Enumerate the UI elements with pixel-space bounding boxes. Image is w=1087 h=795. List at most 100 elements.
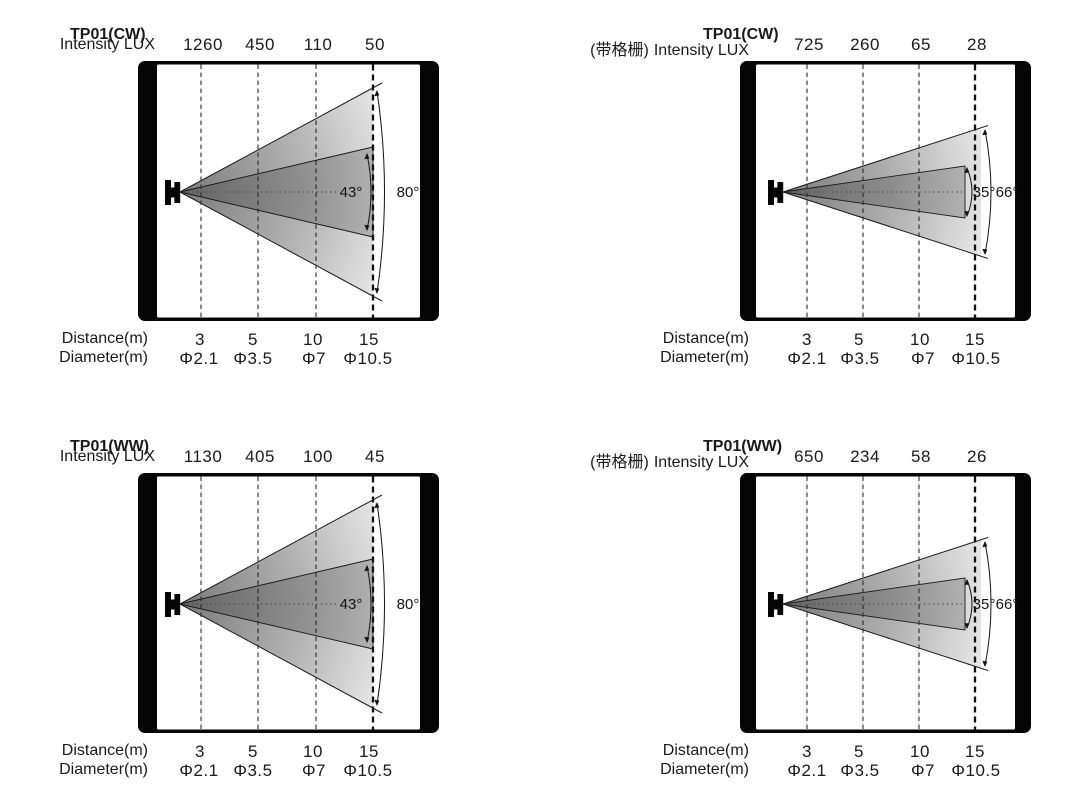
- inner-arc-arrowhead: [364, 153, 370, 160]
- outer-angle-arc: [984, 129, 992, 255]
- distance-value: 10: [303, 742, 323, 761]
- intensity-value: 1130: [183, 447, 223, 466]
- inner-arc-arrowhead: [364, 565, 370, 572]
- outer-arc-arrowhead: [374, 90, 380, 97]
- inner-arc-arrowhead: [964, 210, 970, 217]
- distance-label: Distance(m): [662, 742, 749, 759]
- distance-value: 5: [248, 330, 258, 349]
- diameter-label: Diameter(m): [59, 761, 148, 778]
- distance-value: 15: [965, 742, 985, 761]
- diameter-label: Diameter(m): [660, 761, 749, 778]
- diameter-values-row: Φ2.1 Φ3.5 Φ7 Φ10.5: [0, 761, 544, 781]
- intensity-value: 45: [365, 447, 385, 466]
- panel-tp01-cw: TP01(CW) Intensity LUX 1260 450 110 50 43° 8…: [0, 0, 544, 400]
- diameter-value: Φ10.5: [951, 349, 1001, 368]
- distance-values-row: 3 5 10 15: [0, 330, 544, 350]
- outer-arc-arrowhead: [982, 129, 988, 136]
- outer-angle-value: 66°: [996, 596, 1019, 613]
- panel-title: TP01(CW): [703, 26, 779, 43]
- diameter-value: Φ10.5: [951, 761, 1001, 780]
- inner-angle-value: 35°: [973, 596, 996, 613]
- diameter-value: Φ3.5: [233, 761, 273, 780]
- light-fixture-icon: [768, 180, 784, 205]
- diameter-values-row: Φ2.1 Φ3.5 Φ7 Φ10.5: [0, 349, 544, 369]
- outer-arc-arrowhead: [374, 287, 380, 294]
- panel-tp01-ww: TP01(WW) Intensity LUX 1130 405 100 45 43° 8…: [0, 412, 544, 795]
- diameter-value: Φ3.5: [233, 349, 273, 368]
- intensity-value: 234: [850, 447, 880, 466]
- light-fixture-icon: [165, 180, 181, 205]
- diameter-value: Φ3.5: [840, 349, 880, 368]
- beam-diagram: 43° 80°: [138, 61, 439, 321]
- diameter-value: Φ2.1: [787, 349, 827, 368]
- distance-value: 3: [802, 330, 812, 349]
- diameter-label: Diameter(m): [59, 349, 148, 366]
- outer-arc-arrowhead: [982, 248, 988, 255]
- distance-label: Distance(m): [61, 742, 148, 759]
- outer-arc-arrowhead: [374, 699, 380, 706]
- distance-value: 5: [248, 742, 258, 761]
- outer-arc-arrowhead: [982, 660, 988, 667]
- outer-angle-arc: [376, 90, 385, 294]
- distance-value: 10: [910, 742, 930, 761]
- panel-tp01-cw-louver: TP01(CW) (带格栅) Intensity LUX 725 260 65 28 3…: [543, 0, 1087, 400]
- inner-arc-arrowhead: [364, 224, 370, 231]
- distance-value: 3: [195, 742, 205, 761]
- outer-angle-value: 66°: [996, 184, 1019, 201]
- inner-arc-arrowhead: [964, 167, 970, 174]
- intensity-values-row: 1260 450 110 50: [0, 35, 544, 55]
- diameter-value: Φ7: [910, 761, 936, 780]
- distance-label: Distance(m): [61, 330, 148, 347]
- distance-values-row: 3 5 10 15: [543, 742, 1087, 762]
- inner-angle-value: 43°: [340, 596, 363, 613]
- intensity-lux-label: Intensity LUX: [653, 454, 749, 471]
- diameter-value: Φ7: [301, 761, 327, 780]
- outer-angle-value: 80°: [397, 184, 420, 201]
- inner-angle-arc: [366, 565, 372, 643]
- light-fixture-icon: [165, 592, 181, 617]
- louver-prefix-label: (带格栅): [590, 454, 649, 471]
- intensity-value: 58: [911, 447, 931, 466]
- intensity-value: 650: [794, 447, 824, 466]
- intensity-label: (带格栅) Intensity LUX: [543, 448, 749, 472]
- outer-arc-arrowhead: [982, 541, 988, 548]
- intensity-values-row: 1130 405 100 45: [0, 447, 544, 467]
- beam-inner-cone: [179, 146, 374, 238]
- inner-arc-arrowhead: [964, 579, 970, 586]
- intensity-label: (带格栅) Intensity LUX: [543, 36, 749, 60]
- intensity-value: 1260: [183, 35, 223, 54]
- beam-diagram: 35° 66°: [740, 473, 1031, 733]
- intensity-lux-label: Intensity LUX: [59, 448, 155, 465]
- intensity-values-row: 650 234 58 26: [543, 447, 1087, 467]
- intensity-value: 50: [365, 35, 385, 54]
- beam-outer-edge-bottom: [782, 191, 989, 259]
- beam-diagram: 43° 80°: [138, 473, 439, 733]
- diameter-value: Φ2.1: [179, 349, 219, 368]
- intensity-value: 260: [850, 35, 880, 54]
- distance-value: 15: [965, 330, 985, 349]
- intensity-value: 405: [245, 447, 275, 466]
- distance-value: 3: [802, 742, 812, 761]
- distance-value: 15: [359, 330, 379, 349]
- intensity-value: 100: [303, 447, 333, 466]
- diameter-value: Φ10.5: [343, 761, 393, 780]
- diameter-values-row: Φ2.1 Φ3.5 Φ7 Φ10.5: [543, 761, 1087, 781]
- inner-angle-arc: [366, 153, 372, 231]
- intensity-values-row: 725 260 65 28: [543, 35, 1087, 55]
- distance-values-row: 3 5 10 15: [0, 742, 544, 762]
- intensity-lux-label: Intensity LUX: [59, 36, 155, 53]
- intensity-value: 65: [911, 35, 931, 54]
- diameter-value: Φ7: [910, 349, 936, 368]
- beam-inner-cone: [179, 558, 374, 650]
- beam-outer-edge-top: [782, 537, 989, 605]
- intensity-label: Intensity LUX: [0, 448, 155, 466]
- diameter-values-row: Φ2.1 Φ3.5 Φ7 Φ10.5: [543, 349, 1087, 369]
- intensity-value: 450: [245, 35, 275, 54]
- outer-angle-arc: [376, 502, 385, 706]
- panel-title: TP01(CW): [70, 26, 146, 43]
- panel-tp01-ww-louver: TP01(WW) (带格栅) Intensity LUX 650 234 58 26 3…: [543, 412, 1087, 795]
- distance-values-row: 3 5 10 15: [543, 330, 1087, 350]
- diameter-value: Φ7: [301, 349, 327, 368]
- louver-prefix-label: (带格栅): [590, 42, 649, 59]
- inner-angle-value: 43°: [340, 184, 363, 201]
